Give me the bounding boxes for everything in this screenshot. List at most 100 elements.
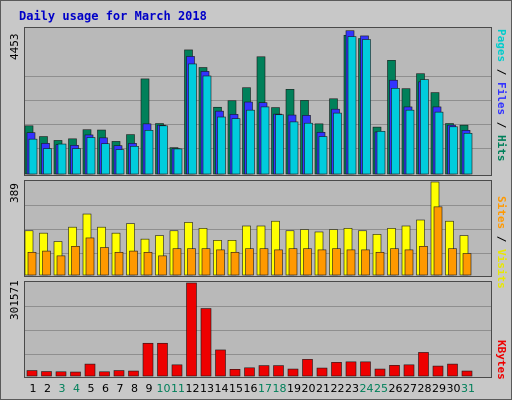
sites-bar [317,249,327,276]
pages-bar [57,143,67,175]
day-tick-label: 7 [117,382,124,395]
sites-bar [129,250,138,276]
kbytes-bar [26,370,38,377]
gridline [25,306,491,307]
day-tick-label: 11 [171,382,185,395]
kbytes-bar [374,368,386,377]
sites-bar [274,249,283,276]
kbytes-bar [360,361,371,377]
pages-bar [217,116,226,175]
chart-title: Daily usage for March 2018 [19,9,207,23]
day-tick-label: 24 [360,382,374,395]
pages-bar [434,111,444,175]
pages-bar [202,75,212,175]
kbytes-bar [113,370,125,377]
day-tick-label: 26 [389,382,403,395]
sites-bar [230,251,240,276]
day-tick-label: 1 [30,382,37,395]
sites-bar [143,251,153,276]
kbytes-bar [84,363,96,377]
day-tick-label: 8 [131,382,138,395]
kbytes-bar [41,371,52,377]
kbytes-bar [200,308,212,377]
pages-bar [289,121,299,175]
day-tick-label: 29 [432,382,446,395]
pages-bar [420,79,429,175]
pages-bar [72,148,81,175]
pages-bar [28,138,38,175]
pages-bar [304,122,313,175]
day-tick-label: 15 [229,382,243,395]
sites-bar [332,248,341,276]
pages-bar [86,137,96,175]
kbytes-bar [345,361,357,377]
sites-bar [419,246,428,276]
sites-bar [85,237,95,276]
kbytes-bar [55,371,67,377]
sites-bar [114,251,124,276]
kbytes-panel [24,281,492,378]
kbytes-bar [389,365,400,377]
kbytes-bar [273,365,284,377]
pages-bar [405,109,415,175]
sites-bar [158,255,167,276]
pages-bar [391,88,400,175]
day-tick-label: 6 [102,382,109,395]
day-tick-label: 20 [302,382,316,395]
sites-bar [259,248,269,276]
kbytes-bar [186,282,197,377]
day-tick-label: 4 [73,382,80,395]
gridline [25,330,491,331]
sites-bar [375,251,385,276]
day-tick-label: 5 [88,382,95,395]
day-tick-label: 22 [331,382,345,395]
pages-bar [260,106,270,175]
sites-bar [201,248,211,276]
kbytes-bar [432,365,444,377]
kbytes-bar [171,364,183,377]
day-tick-label: 12 [186,382,200,395]
kbytes-bar [418,352,429,377]
kbytes-bar [157,342,168,377]
day-tick-label: 13 [200,382,214,395]
kbytes-bar [142,342,154,377]
day-tick-label: 16 [244,382,258,395]
kbytes-bar [302,359,313,377]
pages-bar [275,114,284,175]
day-tick-label: 18 [273,382,287,395]
day-tick-label: 10 [157,382,171,395]
gridline [25,205,491,206]
kbytes-bar [229,369,241,377]
sites-bar [404,249,414,276]
pages-bar [463,132,473,175]
pages-bar [159,125,168,175]
pages-bar [362,39,371,175]
pages-bar [376,131,386,175]
day-tick-label: 30 [447,382,461,395]
sites-bar [216,249,225,276]
kbytes-bar [215,349,226,377]
sites-bar [448,248,457,276]
sites-bar [27,251,37,276]
kbytes-bar [244,367,255,377]
kbytes-bar [258,365,270,377]
sites-bar [187,248,196,276]
sites-bar [361,249,370,276]
day-tick-label: 21 [316,382,330,395]
sites-bar [303,248,312,276]
pages-bar [347,36,357,175]
kbytes-bar [128,370,139,377]
sites-bar [71,246,80,276]
pages-bar [246,109,255,175]
sites-bar [245,248,254,276]
sites-bar [433,206,443,276]
sites-bar [462,253,472,276]
kbytes-bar [461,370,473,377]
sites-bar [288,248,298,276]
kbytes-bar [447,363,458,377]
day-tick-label: 17 [258,382,272,395]
pages-bar [231,118,241,175]
pages-bar [449,126,458,175]
day-tick-label: 3 [59,382,66,395]
